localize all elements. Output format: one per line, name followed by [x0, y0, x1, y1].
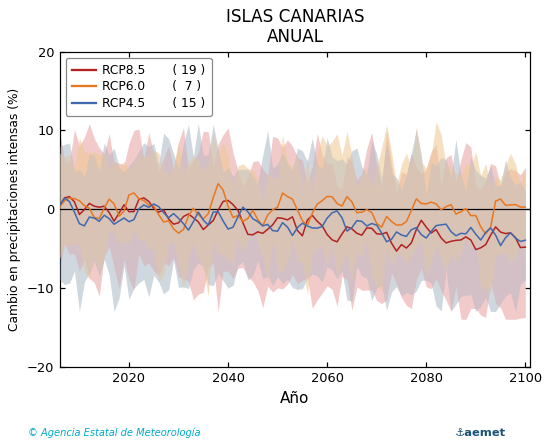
Y-axis label: Cambio en precipitaciones intensas (%): Cambio en precipitaciones intensas (%) [8, 88, 21, 331]
Text: © Agencia Estatal de Meteorología: © Agencia Estatal de Meteorología [28, 427, 200, 438]
Text: ⚓aemet: ⚓aemet [455, 428, 506, 438]
X-axis label: Año: Año [280, 391, 310, 406]
Title: ISLAS CANARIAS
ANUAL: ISLAS CANARIAS ANUAL [226, 7, 364, 47]
Legend: RCP8.5       ( 19 ), RCP6.0       (  7 ), RCP4.5       ( 15 ): RCP8.5 ( 19 ), RCP6.0 ( 7 ), RCP4.5 ( 15… [65, 58, 212, 116]
